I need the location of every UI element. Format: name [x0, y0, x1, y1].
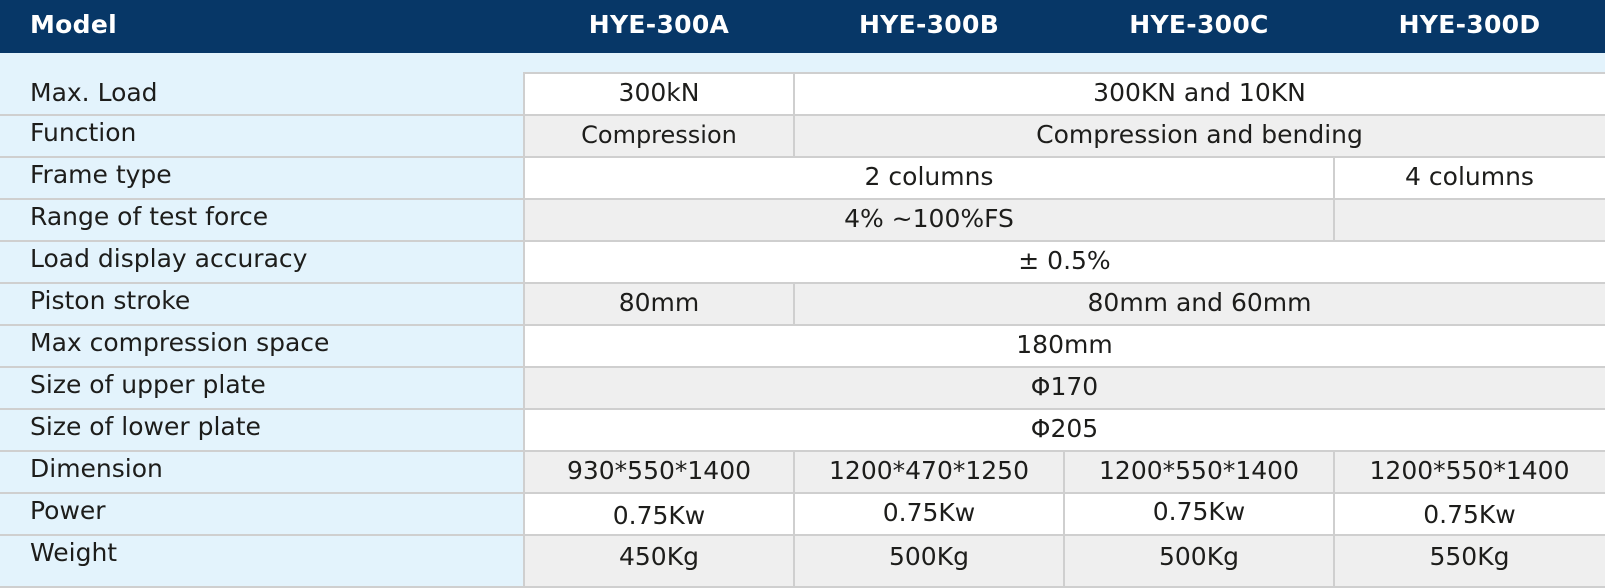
- spec-cell: 4 columns: [1334, 157, 1605, 199]
- spec-cell: Φ170: [524, 367, 1605, 409]
- spec-cell: 1200*550*1400: [1064, 451, 1334, 493]
- row-divider: [0, 492, 1605, 494]
- row-label-size-of-upper-plate: Size of upper plate: [0, 367, 524, 409]
- model-header-label: Model: [30, 10, 117, 39]
- spec-cell: 930*550*1400: [524, 451, 794, 493]
- row-label-frame-type: Frame type: [0, 157, 524, 199]
- spec-cell: 300KN and 10KN: [794, 73, 1605, 115]
- spec-cell: 500Kg: [1064, 535, 1334, 588]
- spec-cell: 4% ~100%FS: [524, 199, 1334, 241]
- row-label-max-compression-space: Max compression space: [0, 325, 524, 367]
- row-divider: [0, 114, 1605, 116]
- column-divider: [1333, 156, 1335, 240]
- spec-cell: [1334, 199, 1605, 241]
- row-divider: [0, 324, 1605, 326]
- column-divider: [793, 282, 795, 324]
- row-divider: [0, 586, 1605, 588]
- spec-cell: 0.75Kw: [1334, 493, 1605, 535]
- column-divider: [793, 450, 795, 588]
- row-label-max-load: Max. Load: [0, 73, 524, 115]
- row-divider: [0, 450, 1605, 452]
- row-divider: [0, 198, 1605, 200]
- row-divider: [0, 534, 1605, 536]
- row-label-size-of-lower-plate: Size of lower plate: [0, 409, 524, 451]
- spec-cell: 2 columns: [524, 157, 1334, 199]
- spec-cell: Φ205: [524, 409, 1605, 451]
- spec-cell: 180mm: [524, 325, 1605, 367]
- spec-cell: 500Kg: [794, 535, 1064, 588]
- column-divider: [793, 72, 795, 156]
- model-header-hye-300b: HYE-300B: [858, 10, 1000, 39]
- row-divider: [0, 156, 1605, 158]
- spec-cell: 0.75Kw: [524, 493, 794, 535]
- column-divider: [1063, 450, 1065, 588]
- row-label-range-of-test-force: Range of test force: [0, 199, 524, 241]
- spec-cell: Compression and bending: [794, 115, 1605, 157]
- row-label-load-display-accuracy: Load display accuracy: [0, 241, 524, 283]
- table-top-border: [524, 72, 1605, 74]
- row-label-power: Power: [0, 493, 524, 535]
- row-label-dimension: Dimension: [0, 451, 524, 493]
- column-divider: [1333, 450, 1335, 588]
- row-divider: [0, 282, 1605, 284]
- spec-cell: ± 0.5%: [524, 241, 1605, 283]
- spec-cell: 1200*470*1250: [794, 451, 1064, 493]
- row-divider: [0, 408, 1605, 410]
- spec-cell: 0.75Kw: [1064, 493, 1334, 535]
- spec-cell: 1200*550*1400: [1334, 451, 1605, 493]
- spec-cell: 300kN: [524, 73, 794, 115]
- row-label-piston-stroke: Piston stroke: [0, 283, 524, 325]
- spec-cell: Compression: [524, 115, 794, 157]
- model-header-hye-300d: HYE-300D: [1398, 10, 1541, 39]
- table-header: Model HYE-300A HYE-300B HYE-300C HYE-300…: [0, 0, 1605, 53]
- header-spacer: [0, 53, 1605, 72]
- row-label-function: Function: [0, 115, 524, 157]
- row-divider: [0, 366, 1605, 368]
- row-label-weight: Weight: [0, 535, 524, 588]
- spec-cell: 80mm: [524, 283, 794, 325]
- row-divider: [0, 240, 1605, 242]
- spec-cell: 0.75Kw: [794, 493, 1064, 535]
- model-header-hye-300c: HYE-300C: [1129, 10, 1269, 39]
- spec-cell: 80mm and 60mm: [794, 283, 1605, 325]
- column-divider: [523, 72, 525, 588]
- model-header-hye-300a: HYE-300A: [588, 10, 730, 39]
- spec-cell: 550Kg: [1334, 535, 1605, 588]
- spec-cell: 450Kg: [524, 535, 794, 588]
